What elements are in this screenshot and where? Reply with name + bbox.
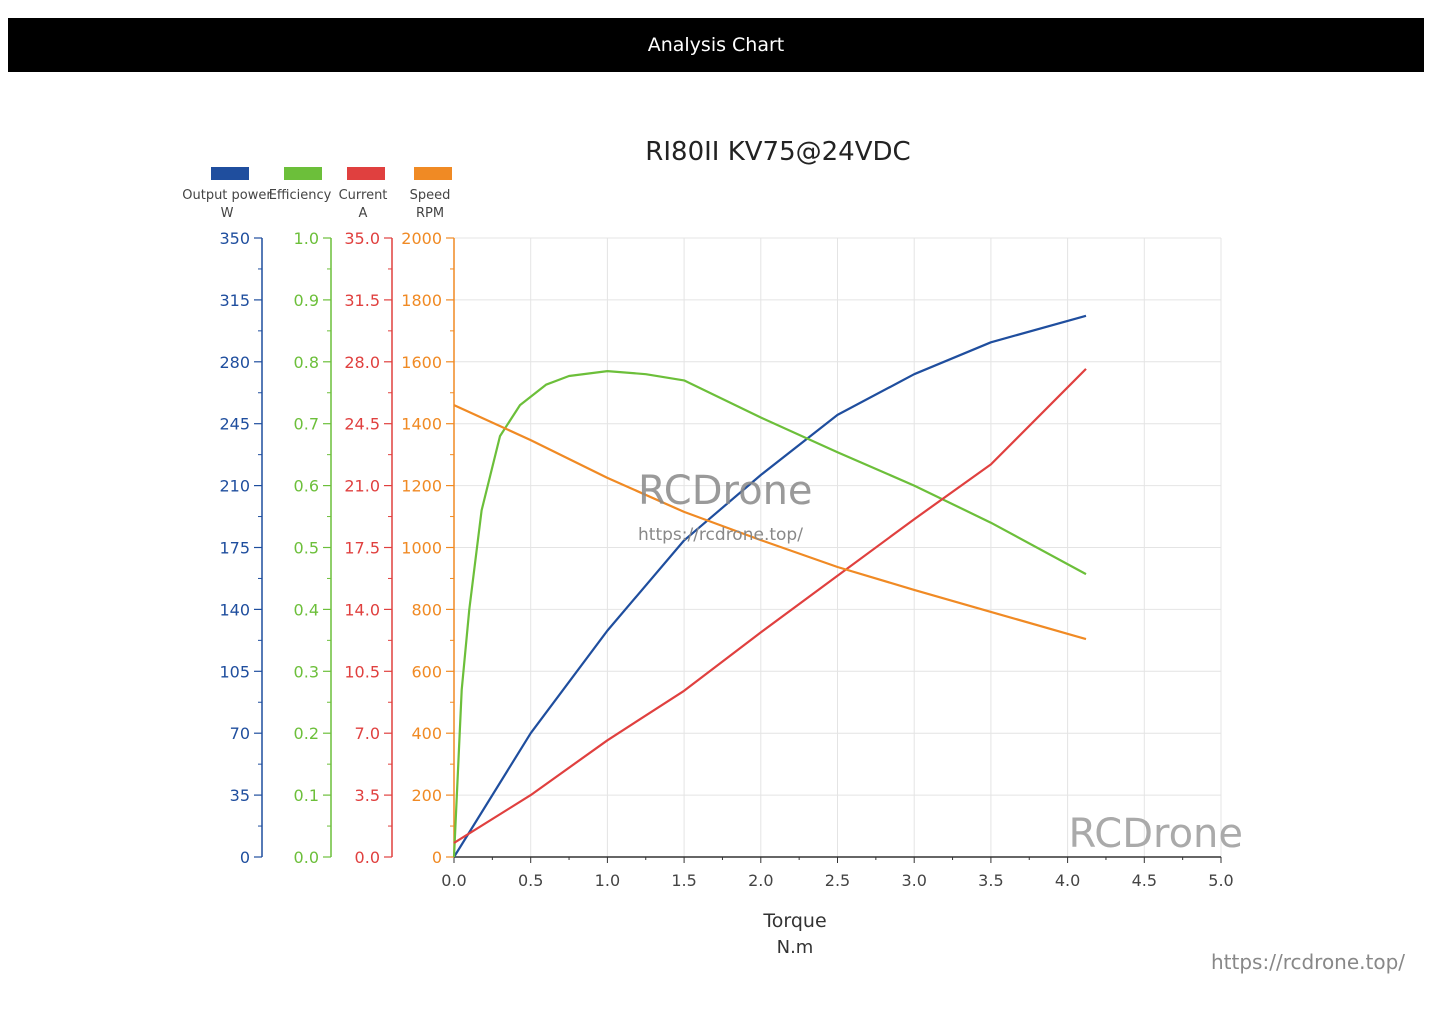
y-tick-label-spd: 600 — [411, 662, 442, 681]
x-tick-label: 2.0 — [748, 871, 773, 890]
y-tick-label-cur: 7.0 — [355, 724, 380, 743]
y-tick-label-cur: 3.5 — [355, 786, 380, 805]
legend-swatch-spd — [414, 167, 452, 180]
legend-label-cur: Current — [339, 188, 388, 203]
x-tick-label: 5.0 — [1208, 871, 1233, 890]
y-tick-label-eff: 0.5 — [294, 539, 319, 558]
y-tick-label-eff: 0.1 — [294, 786, 319, 805]
x-tick-label: 0.0 — [441, 871, 466, 890]
x-tick-label: 4.0 — [1055, 871, 1080, 890]
y-tick-label-eff: 0.4 — [294, 600, 319, 619]
legend-unit-power: W — [221, 206, 234, 221]
legend-unit-spd: RPM — [416, 206, 444, 221]
x-tick-label: 3.5 — [978, 871, 1003, 890]
y-tick-label-spd: 800 — [411, 600, 442, 619]
y-tick-label-cur: 14.0 — [344, 600, 380, 619]
chart-title: RI80II KV75@24VDC — [645, 137, 910, 167]
y-tick-label-spd: 1800 — [401, 291, 442, 310]
x-tick-label: 0.5 — [518, 871, 543, 890]
y-tick-label-spd: 1400 — [401, 415, 442, 434]
y-tick-label-spd: 1000 — [401, 539, 442, 558]
y-tick-label-cur: 35.0 — [344, 229, 380, 248]
y-tick-label-eff: 0.2 — [294, 724, 319, 743]
x-tick-label: 4.5 — [1132, 871, 1157, 890]
legend-unit-cur: A — [359, 206, 368, 221]
y-tick-label-power: 70 — [230, 724, 250, 743]
y-tick-label-eff: 0.7 — [294, 415, 319, 434]
y-tick-label-eff: 0.9 — [294, 291, 319, 310]
legend-swatch-cur — [347, 167, 385, 180]
y-tick-label-spd: 2000 — [401, 229, 442, 248]
series-line-spd — [453, 404, 1087, 641]
legend-label-spd: Speed — [410, 188, 451, 203]
y-tick-label-spd: 0 — [432, 848, 442, 867]
legend-swatch-eff — [284, 167, 322, 180]
x-axis-label: Torque — [762, 910, 826, 932]
watermark-corner-brand: RCDrone — [1068, 811, 1243, 857]
legend-label-eff: Efficiency — [269, 188, 332, 203]
y-tick-label-cur: 17.5 — [344, 539, 380, 558]
legend-swatch-power — [211, 167, 249, 180]
y-tick-label-cur: 24.5 — [344, 415, 380, 434]
y-tick-label-power: 175 — [219, 539, 250, 558]
watermark-brand: RCDrone — [638, 468, 813, 514]
y-tick-label-cur: 31.5 — [344, 291, 380, 310]
y-tick-label-power: 280 — [219, 353, 250, 372]
y-tick-label-eff: 0.3 — [294, 662, 319, 681]
series-line-eff — [452, 370, 1087, 858]
x-tick-label: 2.5 — [825, 871, 850, 890]
y-tick-label-power: 35 — [230, 786, 250, 805]
x-tick-label: 1.0 — [595, 871, 620, 890]
y-tick-label-cur: 28.0 — [344, 353, 380, 372]
y-tick-label-power: 105 — [219, 662, 250, 681]
y-tick-label-spd: 400 — [411, 724, 442, 743]
y-tick-label-cur: 21.0 — [344, 477, 380, 496]
y-tick-label-power: 0 — [240, 848, 250, 867]
series-line-power — [453, 314, 1087, 858]
y-tick-label-eff: 1.0 — [294, 229, 319, 248]
y-tick-label-spd: 1600 — [401, 353, 442, 372]
x-tick-label: 1.5 — [671, 871, 696, 890]
y-tick-label-cur: 0.0 — [355, 848, 380, 867]
x-axis-unit: N.m — [777, 937, 814, 958]
y-tick-label-eff: 0.0 — [294, 848, 319, 867]
y-tick-label-cur: 10.5 — [344, 662, 380, 681]
y-tick-label-eff: 0.6 — [294, 477, 319, 496]
y-tick-label-spd: 1200 — [401, 477, 442, 496]
y-tick-label-power: 315 — [219, 291, 250, 310]
y-tick-label-spd: 200 — [411, 786, 442, 805]
y-tick-label-power: 140 — [219, 600, 250, 619]
y-tick-label-eff: 0.8 — [294, 353, 319, 372]
y-tick-label-power: 210 — [219, 477, 250, 496]
header-title: Analysis Chart — [647, 34, 785, 56]
header-bar: Analysis Chart — [8, 18, 1424, 72]
y-tick-label-power: 350 — [219, 229, 250, 248]
y-tick-label-power: 245 — [219, 415, 250, 434]
footer-url: https://rcdrone.top/ — [1211, 950, 1406, 974]
x-tick-label: 3.0 — [901, 871, 926, 890]
watermark-url: https://rcdrone.top/ — [638, 525, 803, 545]
legend-label-power: Output power — [182, 188, 272, 203]
